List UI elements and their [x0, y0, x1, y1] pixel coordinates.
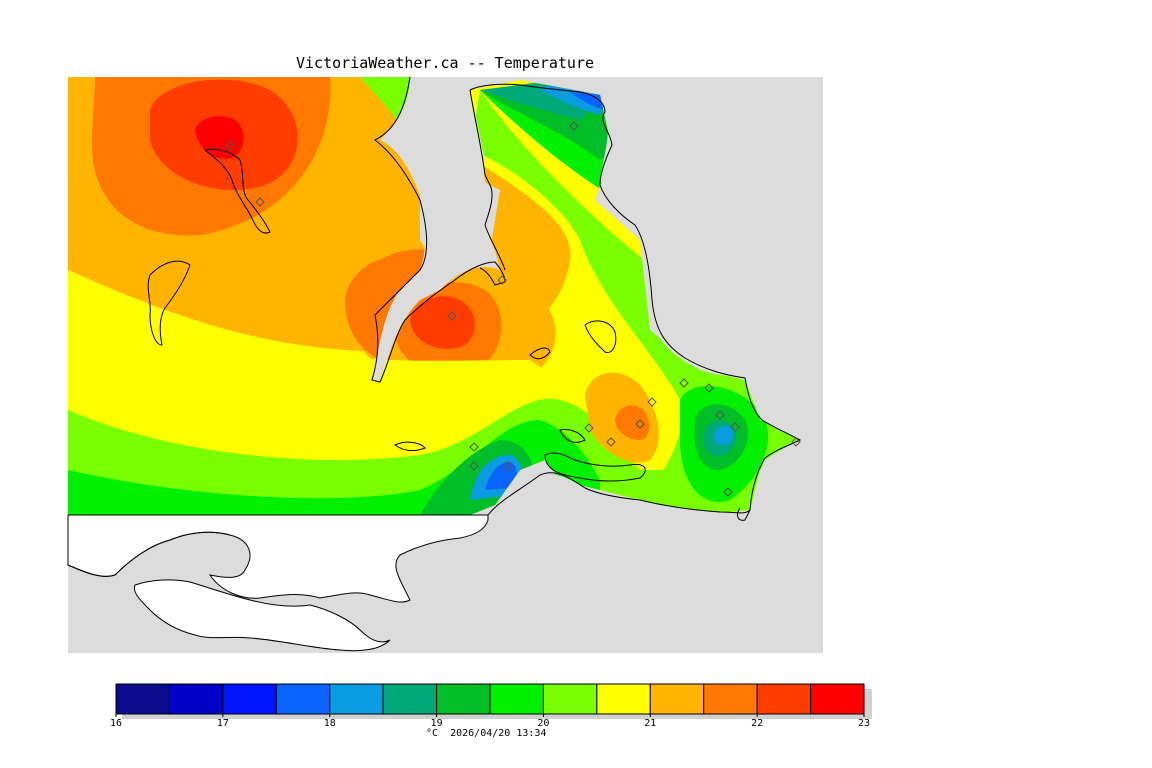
legend-timestamp: 2026/04/20 13:34 [450, 728, 547, 739]
temperature-field [68, 77, 800, 515]
legend-swatch [596, 683, 651, 715]
station-marker [503, 461, 513, 471]
station-marker [730, 422, 740, 432]
station-marker [723, 487, 733, 497]
station-marker [447, 311, 457, 321]
legend-swatch [115, 683, 170, 715]
legend-tick-label: 19 [431, 718, 443, 729]
color-legend: 16 17 18 19 20 21 22 23 [110, 683, 872, 729]
legend-tick-label: 16 [110, 718, 122, 729]
station-marker [469, 461, 479, 471]
station-marker [704, 383, 714, 393]
station-marker [225, 141, 235, 151]
station-marker [606, 437, 616, 447]
legend-swatch [756, 683, 812, 715]
legend-swatch [436, 683, 491, 715]
station-marker [497, 275, 507, 285]
legend-tick-label: 20 [537, 718, 549, 729]
legend-swatch [222, 683, 277, 715]
legend-tick-label: 18 [324, 718, 336, 729]
station-marker [584, 423, 594, 433]
legend-swatch [810, 683, 865, 715]
legend-footer: °C 2026/04/20 13:34 [426, 728, 546, 739]
station-marker [791, 437, 801, 447]
coastlines [67, 76, 802, 577]
station-marker [679, 378, 689, 388]
legend-unit: °C [426, 728, 439, 739]
legend-swatch [329, 683, 384, 715]
legend-swatch [703, 683, 758, 715]
station-marker [255, 197, 265, 207]
station-marker [469, 442, 479, 452]
us-peninsula [133, 579, 391, 652]
map-title: VictoriaWeather.ca -- Temperature [296, 54, 595, 72]
legend-tick-label: 23 [858, 718, 870, 729]
station-markers [225, 121, 801, 497]
legend-swatch [275, 683, 331, 715]
legend-tick-label: 21 [644, 718, 656, 729]
legend-swatch [649, 683, 705, 715]
station-marker [635, 419, 645, 429]
station-marker [647, 397, 657, 407]
legend-swatch [382, 683, 438, 715]
legend-swatch [168, 683, 224, 715]
legend-tick-label: 17 [217, 718, 229, 729]
station-marker [569, 121, 579, 131]
station-marker [715, 410, 725, 420]
legend-swatch [542, 683, 598, 715]
legend-swatch [489, 683, 544, 715]
legend-tick-label: 22 [751, 718, 763, 729]
